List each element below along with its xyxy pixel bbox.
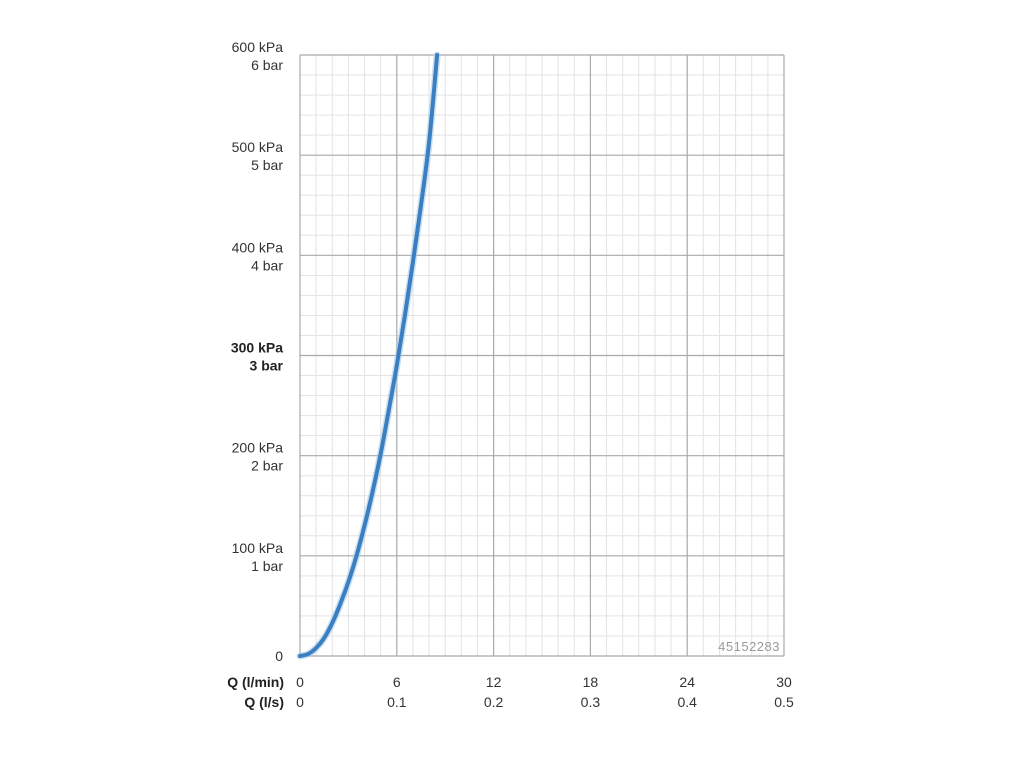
y-tick-label-bar: 2 bar: [251, 458, 283, 474]
y-axis-ticks: 0 100 kPa 1 bar 200 kPa 2 bar 300 kPa 3 bar 400…: [231, 39, 284, 664]
x-tick-label-lpm: 0: [296, 674, 304, 690]
x-tick-label-lpm: 12: [486, 674, 502, 690]
y-tick-label-bar: 6 bar: [251, 57, 283, 73]
y-tick-label-kpa: 300 kPa: [231, 340, 283, 356]
x-axis-ticks: 0 0 6 0.1 12 0.2 18 0.3 24 0.4 30 0.5: [296, 674, 794, 710]
series-layer: [296, 51, 441, 660]
y-tick-label-kpa: 100 kPa: [232, 540, 284, 556]
y-tick-label-bar: 1 bar: [251, 558, 283, 574]
x-axis-label-lpm: Q (l/min): [227, 674, 284, 690]
x-tick-label-lpm: 6: [393, 674, 401, 690]
x-tick-label-lps: 0.5: [774, 694, 794, 710]
x-tick-label-lpm: 30: [776, 674, 792, 690]
y-tick-label: 0: [275, 648, 283, 664]
y-tick-label-kpa: 600 kPa: [232, 39, 284, 55]
x-tick-label-lps: 0: [296, 694, 304, 710]
y-tick-label-kpa: 500 kPa: [232, 139, 284, 155]
x-tick-label-lps: 0.2: [484, 694, 504, 710]
y-tick-label-bar: 4 bar: [251, 257, 283, 273]
x-axis-label-lps: Q (l/s): [244, 694, 284, 710]
y-tick-label-bar: 5 bar: [251, 157, 283, 173]
y-tick-label-kpa: 400 kPa: [232, 239, 284, 255]
x-tick-label-lpm: 24: [679, 674, 695, 690]
y-tick-label-kpa: 200 kPa: [232, 440, 284, 456]
y-tick-label-bar: 3 bar: [250, 358, 284, 374]
x-tick-label-lps: 0.3: [581, 694, 601, 710]
x-tick-label-lpm: 18: [583, 674, 599, 690]
x-tick-label-lps: 0.1: [387, 694, 407, 710]
series-line: [298, 53, 440, 658]
x-tick-label-lps: 0.4: [677, 694, 697, 710]
article-number: 45152283: [718, 639, 780, 654]
